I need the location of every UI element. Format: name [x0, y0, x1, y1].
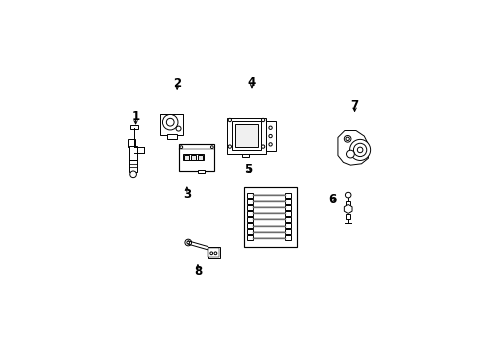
Circle shape: [210, 146, 213, 149]
Text: 8: 8: [193, 265, 202, 278]
Bar: [178, 144, 214, 171]
Bar: [285, 217, 290, 222]
Polygon shape: [344, 204, 351, 213]
Bar: [346, 201, 350, 207]
Bar: [183, 155, 189, 159]
Circle shape: [261, 145, 264, 148]
Bar: [285, 205, 290, 210]
Bar: [231, 121, 260, 150]
Circle shape: [162, 114, 178, 130]
Bar: [198, 170, 204, 174]
Bar: [247, 199, 253, 204]
Circle shape: [345, 192, 350, 198]
Bar: [247, 235, 253, 240]
Bar: [166, 134, 177, 139]
Circle shape: [268, 134, 272, 138]
Text: 4: 4: [247, 76, 256, 89]
Bar: [191, 155, 196, 159]
Circle shape: [353, 143, 366, 157]
Bar: [130, 125, 138, 129]
Circle shape: [166, 118, 174, 126]
Circle shape: [209, 252, 212, 255]
Bar: [247, 229, 253, 234]
Bar: [285, 223, 290, 228]
Circle shape: [180, 146, 183, 149]
Circle shape: [186, 241, 189, 244]
Bar: [247, 211, 253, 216]
Circle shape: [268, 143, 272, 146]
Circle shape: [349, 139, 370, 161]
Bar: [235, 123, 257, 147]
Circle shape: [228, 118, 231, 122]
Bar: [285, 193, 290, 198]
Bar: [265, 121, 275, 151]
Bar: [198, 155, 203, 159]
Bar: [247, 217, 253, 222]
Bar: [285, 211, 290, 216]
Circle shape: [261, 118, 264, 122]
Bar: [160, 114, 183, 135]
Bar: [285, 199, 290, 204]
Bar: [285, 229, 290, 234]
Bar: [285, 235, 290, 240]
Circle shape: [346, 137, 348, 140]
Bar: [129, 159, 137, 172]
Circle shape: [357, 147, 362, 153]
Circle shape: [268, 126, 272, 129]
Bar: [247, 223, 253, 228]
Bar: [129, 146, 137, 159]
Text: 6: 6: [327, 193, 336, 206]
Polygon shape: [337, 131, 367, 165]
Bar: [127, 139, 135, 147]
Circle shape: [344, 135, 350, 142]
Text: 1: 1: [131, 110, 140, 123]
Bar: [244, 187, 296, 247]
Circle shape: [228, 145, 231, 148]
Bar: [242, 153, 249, 157]
Bar: [247, 193, 253, 198]
Text: 7: 7: [350, 99, 358, 112]
Circle shape: [346, 150, 354, 158]
Circle shape: [129, 171, 136, 177]
Text: 3: 3: [183, 188, 190, 201]
Circle shape: [176, 126, 181, 131]
Text: 5: 5: [243, 163, 251, 176]
Circle shape: [214, 252, 216, 255]
Bar: [208, 248, 219, 257]
Bar: [247, 205, 253, 210]
Bar: [346, 214, 350, 219]
Bar: [207, 247, 220, 258]
Bar: [183, 154, 204, 161]
Text: 2: 2: [173, 77, 181, 90]
Bar: [226, 118, 265, 154]
Circle shape: [184, 239, 191, 246]
